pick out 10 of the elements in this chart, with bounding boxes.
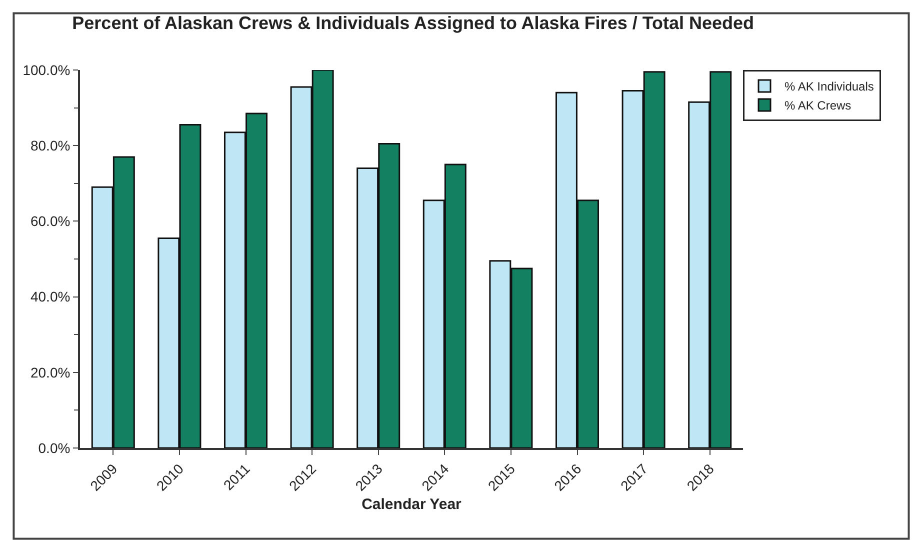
y-tick-label: 40.0% xyxy=(30,288,70,305)
y-tick-label: 100.0% xyxy=(22,62,70,78)
legend-label: % AK Crews xyxy=(784,98,852,113)
y-tick-label: 60.0% xyxy=(30,213,70,230)
legend-label: % AK Individuals xyxy=(784,80,874,94)
y-tick-label: 20.0% xyxy=(30,364,70,380)
x-axis-title: Calendar Year xyxy=(362,496,462,513)
y-tick-label: 80.0% xyxy=(30,138,70,154)
y-tick-label: 0.0% xyxy=(38,440,70,456)
chart-title: Percent of Alaskan Crews & Individuals Assigned to Alaska Fires / Total Needed xyxy=(72,13,754,34)
